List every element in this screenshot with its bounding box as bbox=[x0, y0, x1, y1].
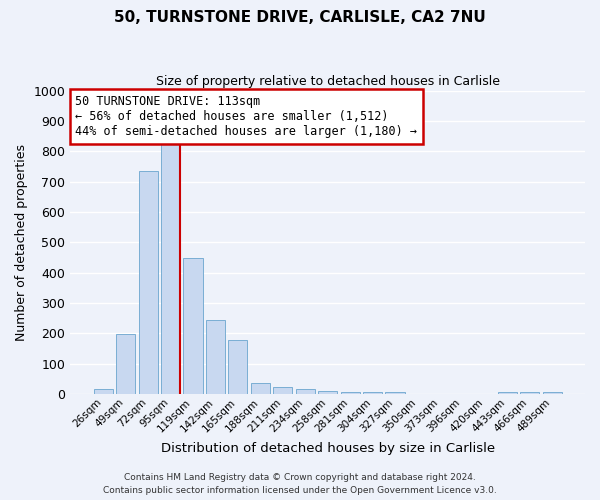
Bar bbox=[520, 392, 539, 394]
Bar bbox=[542, 392, 562, 394]
Bar bbox=[341, 392, 359, 394]
Text: 50, TURNSTONE DRIVE, CARLISLE, CA2 7NU: 50, TURNSTONE DRIVE, CARLISLE, CA2 7NU bbox=[114, 10, 486, 25]
Bar bbox=[363, 392, 382, 394]
X-axis label: Distribution of detached houses by size in Carlisle: Distribution of detached houses by size … bbox=[161, 442, 495, 455]
Bar bbox=[273, 387, 292, 394]
Bar bbox=[184, 258, 203, 394]
Bar bbox=[116, 334, 135, 394]
Y-axis label: Number of detached properties: Number of detached properties bbox=[15, 144, 28, 341]
Text: Contains HM Land Registry data © Crown copyright and database right 2024.
Contai: Contains HM Land Registry data © Crown c… bbox=[103, 474, 497, 495]
Bar bbox=[385, 392, 404, 394]
Bar bbox=[139, 171, 158, 394]
Title: Size of property relative to detached houses in Carlisle: Size of property relative to detached ho… bbox=[155, 75, 500, 88]
Bar bbox=[251, 384, 270, 394]
Bar bbox=[296, 389, 315, 394]
Bar bbox=[94, 390, 113, 394]
Bar bbox=[161, 140, 180, 394]
Bar bbox=[497, 392, 517, 394]
Text: 50 TURNSTONE DRIVE: 113sqm
← 56% of detached houses are smaller (1,512)
44% of s: 50 TURNSTONE DRIVE: 113sqm ← 56% of deta… bbox=[76, 95, 418, 138]
Bar bbox=[229, 340, 247, 394]
Bar bbox=[206, 320, 225, 394]
Bar bbox=[318, 391, 337, 394]
